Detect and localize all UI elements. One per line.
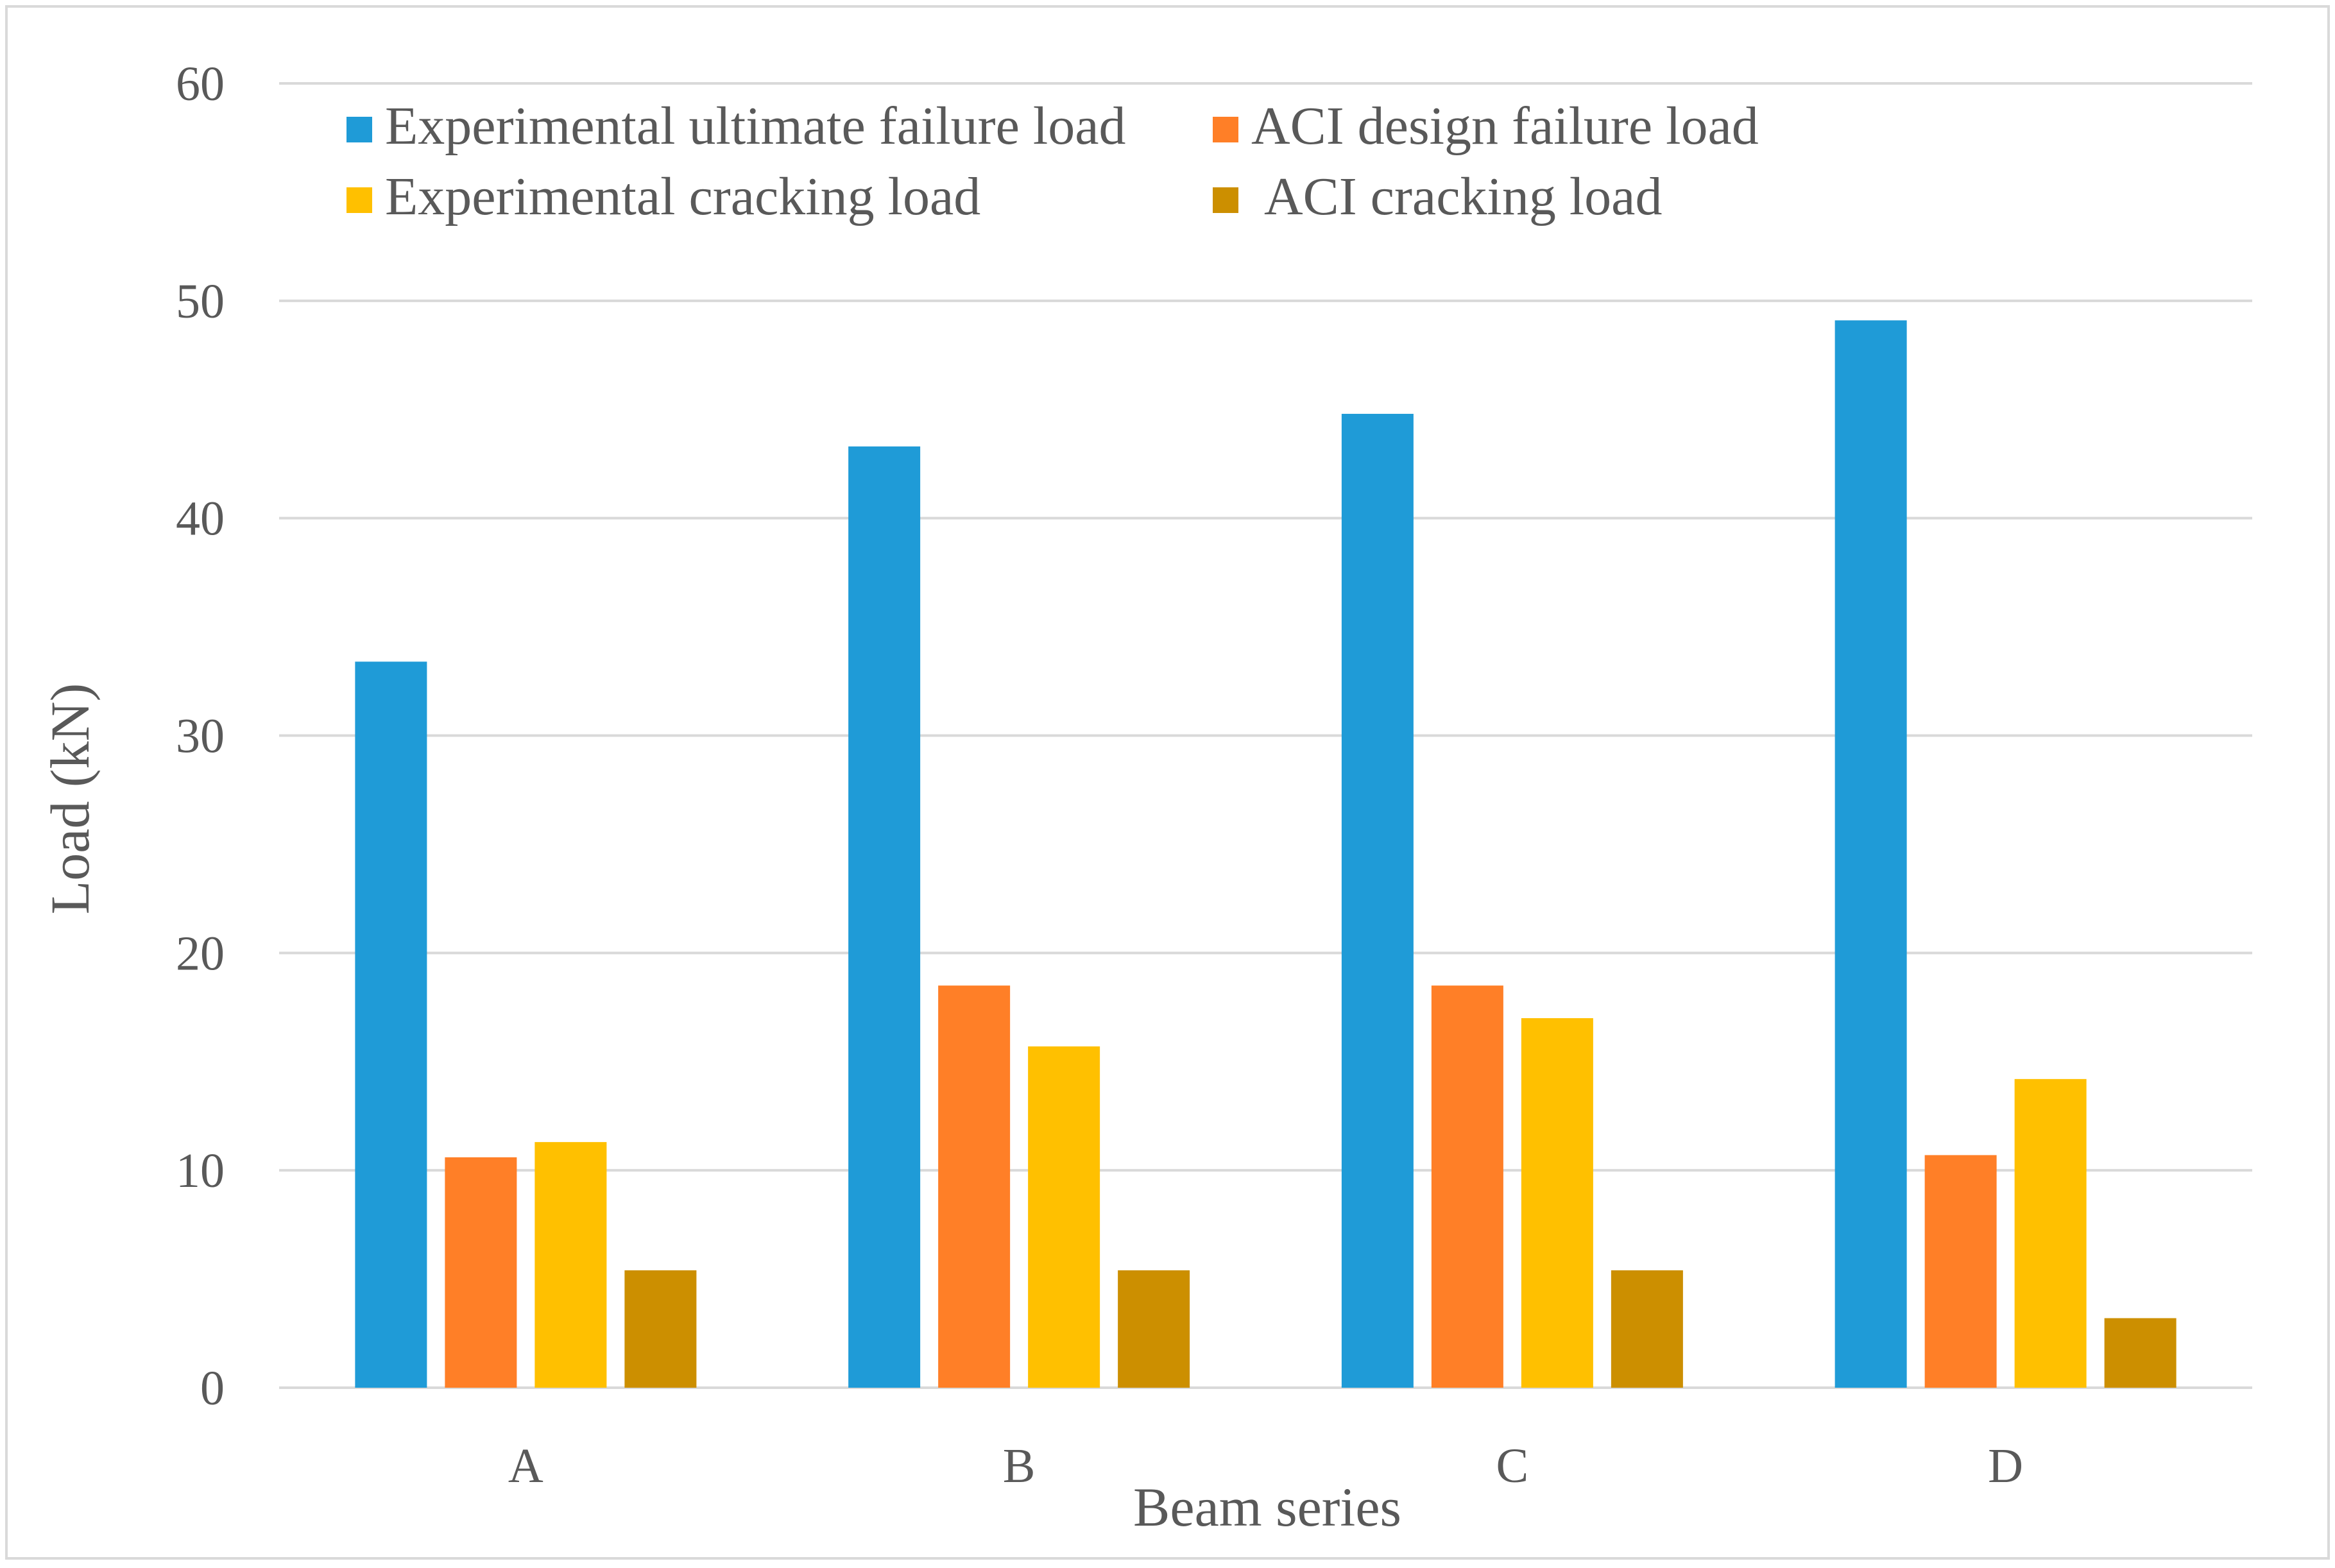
- y-axis-title: Load (kN): [39, 683, 101, 915]
- y-tick-label: 10: [176, 1144, 225, 1198]
- bar: [1431, 985, 1503, 1388]
- bar: [2014, 1078, 2087, 1388]
- y-tick-label: 30: [176, 710, 225, 763]
- bar: [1611, 1270, 1683, 1388]
- bar: [2104, 1318, 2177, 1388]
- bar: [1521, 1018, 1593, 1388]
- x-tick-label: A: [508, 1439, 543, 1493]
- legend-swatch: [1213, 187, 1238, 213]
- bar: [535, 1142, 607, 1388]
- tick-labels: 0 10 20 30 40 50 60 A B C D: [176, 57, 2023, 1493]
- bar: [1835, 320, 1907, 1388]
- y-tick-label: 20: [176, 926, 225, 980]
- bar: [1341, 414, 1414, 1388]
- y-tick-label: 40: [176, 492, 225, 546]
- bar: [445, 1157, 517, 1388]
- legend-swatch: [346, 187, 372, 213]
- gridlines: [279, 82, 2252, 1389]
- legend-label: Experimental ultimate failure load: [385, 96, 1126, 156]
- y-tick-label: 60: [176, 57, 225, 111]
- legend: Experimental ultimate failure load ACI de…: [346, 96, 1759, 226]
- x-tick-label: B: [1003, 1439, 1036, 1493]
- bar: [938, 985, 1011, 1388]
- bar: [1118, 1270, 1190, 1388]
- legend-swatch: [1213, 117, 1238, 142]
- bar: [1924, 1155, 1997, 1388]
- legend-label: ACI cracking load: [1264, 167, 1662, 226]
- legend-label: ACI design failure load: [1251, 96, 1759, 156]
- bar: [355, 661, 427, 1388]
- x-axis-title: Beam series: [1133, 1476, 1401, 1538]
- y-tick-label: 0: [200, 1361, 225, 1415]
- bars: [355, 320, 2177, 1388]
- legend-label: Experimental cracking load: [385, 167, 980, 226]
- x-tick-label: D: [1988, 1439, 2023, 1493]
- legend-swatch: [346, 117, 372, 142]
- y-tick-label: 50: [176, 275, 225, 328]
- bar: [848, 446, 921, 1388]
- x-tick-label: C: [1496, 1439, 1529, 1493]
- bar: [1028, 1046, 1100, 1388]
- bar: [624, 1270, 697, 1388]
